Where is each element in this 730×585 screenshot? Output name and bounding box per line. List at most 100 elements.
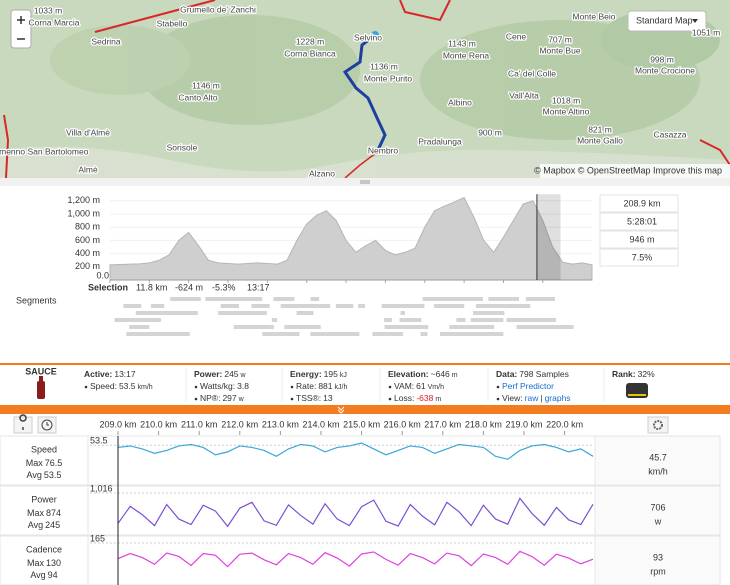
map-label: Casazza — [653, 129, 686, 139]
stat-text: Max — [27, 508, 45, 518]
stat-text: TSS®: — [296, 393, 321, 403]
segment-bar — [126, 332, 190, 336]
segment-bar — [475, 304, 531, 308]
map-label: Almè — [78, 164, 98, 174]
map-label: Monte Rena — [443, 50, 490, 60]
stat-text: 297 — [222, 393, 236, 403]
stat-text: km/h — [138, 384, 153, 391]
bullet — [388, 397, 392, 401]
segment-bar — [251, 304, 270, 308]
stat-line: Rank: 32% — [612, 369, 655, 379]
map-label: Pradalunga — [418, 136, 462, 146]
segment-bar — [129, 325, 150, 329]
pin-button[interactable] — [13, 416, 33, 434]
stream-line — [117, 442, 594, 460]
segment-bar — [296, 311, 314, 315]
x-tick-label: 219.0 km — [505, 419, 542, 429]
stat-text: 245 — [224, 369, 238, 379]
stat-text: View: — [502, 393, 523, 403]
selection-field: 13:17 — [247, 282, 270, 292]
collapse-icon — [337, 406, 345, 414]
stat-text: w — [240, 372, 247, 379]
map-style-button[interactable] — [627, 10, 707, 32]
splitter-grip — [360, 180, 370, 184]
x-tick-label: 209.0 km — [99, 419, 136, 429]
segment-bar — [372, 332, 404, 336]
summary-value: 208.9 km — [623, 198, 660, 208]
stat-text: NP®: — [200, 393, 220, 403]
map-label: 1018 m — [552, 95, 580, 105]
segment-bar — [123, 304, 142, 308]
stat-text: 61 — [416, 381, 426, 391]
y-tick-label: 800 m — [75, 222, 100, 232]
map-label: Corna Marcia — [28, 17, 79, 27]
stream-avg: Avg 94 — [30, 570, 57, 580]
current-value: 45.7 — [649, 452, 667, 462]
stream-line — [117, 497, 594, 528]
bullet — [194, 385, 198, 389]
segment-bar — [384, 325, 429, 329]
map-label: Monte Bue — [539, 45, 580, 55]
stat-line: Watts/kg: 3.8 — [200, 381, 249, 391]
stat-text: Loss: — [394, 393, 414, 403]
y-tick-label: 53.5 — [90, 436, 108, 446]
segment-bar — [233, 325, 274, 329]
map-label: 821 m — [588, 124, 612, 134]
segment-bar — [433, 304, 465, 308]
segment-bar — [384, 318, 392, 322]
segment-bar — [271, 318, 278, 322]
stat-line: Rate: 881 kJ/h — [296, 381, 347, 391]
map-label: 1143 m — [448, 38, 476, 48]
map-terrain — [0, 10, 730, 178]
stream-avg: Avg 245 — [28, 520, 60, 530]
y-tick-label: 400 m — [75, 248, 100, 258]
map-label: Villa d'Almè — [66, 127, 110, 137]
map-label: Almenno San Bartolomeo — [0, 146, 89, 156]
y-tick-label: 200 m — [75, 261, 100, 271]
splitter[interactable] — [0, 178, 730, 186]
y-tick-label: 1,000 m — [67, 208, 100, 218]
toolbar — [13, 414, 669, 434]
map-label: Monte Gallo — [577, 135, 623, 145]
summary-value: 7.5% — [632, 252, 653, 262]
settings-button[interactable] — [647, 416, 669, 434]
stat-line: Power: 245 w — [194, 369, 247, 379]
attribution: © Mapbox © OpenStreetMap Improve this ma… — [534, 165, 722, 175]
stat-text: Avg — [30, 570, 45, 580]
map-label: 707 m — [548, 34, 572, 44]
zoom-control[interactable] — [10, 9, 32, 49]
segment-bar — [381, 304, 425, 308]
selection-field: Selection — [88, 282, 128, 292]
map-label: 998 m — [650, 54, 674, 64]
stat-line: Speed: 53.5 km/h — [90, 381, 153, 391]
bullet — [388, 385, 392, 389]
value-panel — [594, 535, 721, 585]
stats-bottom-bar[interactable] — [0, 405, 730, 414]
segment-bar — [488, 297, 520, 301]
segment-bar — [220, 304, 240, 308]
stat-line: View: raw | graphs — [502, 393, 571, 403]
x-tick-label: 214.0 km — [302, 419, 339, 429]
stat-text: Elevation: — [388, 369, 429, 379]
stat-text: Active: — [84, 369, 113, 379]
map-label: Albino — [448, 97, 472, 107]
summary-value: 946 m — [629, 234, 654, 244]
segment-bar — [310, 297, 320, 301]
segment-bar — [284, 325, 321, 329]
bullet — [84, 385, 88, 389]
map-label: Ca' del Colle — [508, 68, 556, 78]
stat-text: 881 — [318, 381, 332, 391]
stat-text: m — [435, 396, 441, 403]
stream-max: Max 76.5 — [26, 458, 63, 468]
stat-line: Perf Predictor — [502, 381, 554, 391]
value-panel — [594, 435, 721, 486]
map-label: Alzano — [309, 168, 335, 178]
x-tick-label: 211.0 km — [181, 419, 217, 429]
segment-bar — [135, 311, 198, 315]
y-tick-label: 600 m — [75, 235, 100, 245]
stat-text: 3.8 — [237, 381, 249, 391]
sauce-logo — [37, 376, 45, 399]
stat-text: Avg — [27, 470, 42, 480]
map-label: Monte Purito — [364, 73, 412, 83]
segment-bar — [170, 297, 201, 301]
